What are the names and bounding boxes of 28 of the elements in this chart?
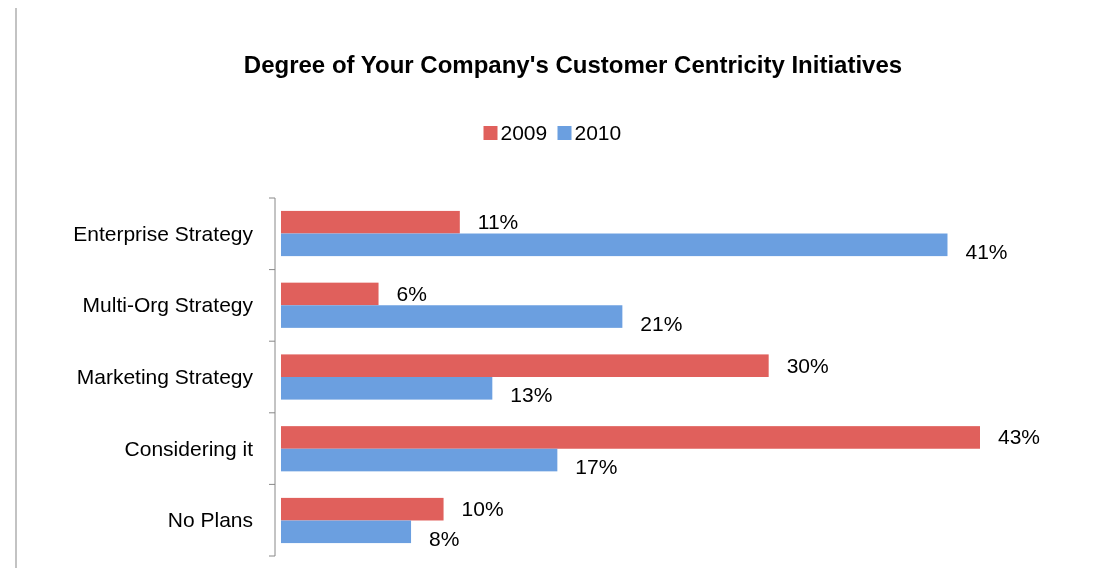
- bar: [281, 305, 623, 328]
- data-label: 41%: [965, 239, 1008, 263]
- bar: [281, 448, 558, 472]
- bar: [281, 210, 460, 234]
- bar: [281, 354, 769, 377]
- bar: [281, 377, 493, 400]
- data-label: 8%: [429, 526, 460, 550]
- data-label: 10%: [461, 497, 504, 521]
- y-tick-label: Marketing Strategy: [76, 365, 254, 388]
- chart-title: Degree of Your Company's Customer Centricity Initiatives: [243, 51, 903, 78]
- y-tick-label: Enterprise Strategy: [73, 221, 254, 245]
- y-tick-label: Considering it: [124, 436, 254, 460]
- bar: [281, 233, 948, 257]
- legend-label: 2009: [500, 121, 548, 144]
- data-label: 30%: [786, 353, 829, 377]
- bar: [281, 426, 980, 449]
- data-label: 43%: [998, 425, 1041, 449]
- data-label: 11%: [477, 210, 519, 234]
- data-label: 17%: [575, 455, 618, 479]
- data-label: 13%: [510, 383, 553, 407]
- bar: [281, 520, 412, 544]
- legend-label: 2010: [574, 121, 622, 144]
- bar: [281, 282, 379, 306]
- y-tick-label: No Plans: [167, 508, 253, 532]
- data-label: 21%: [640, 311, 683, 335]
- data-label: 6%: [396, 281, 427, 305]
- y-tick-label: Multi-Org Strategy: [82, 293, 254, 317]
- bar: [281, 497, 444, 521]
